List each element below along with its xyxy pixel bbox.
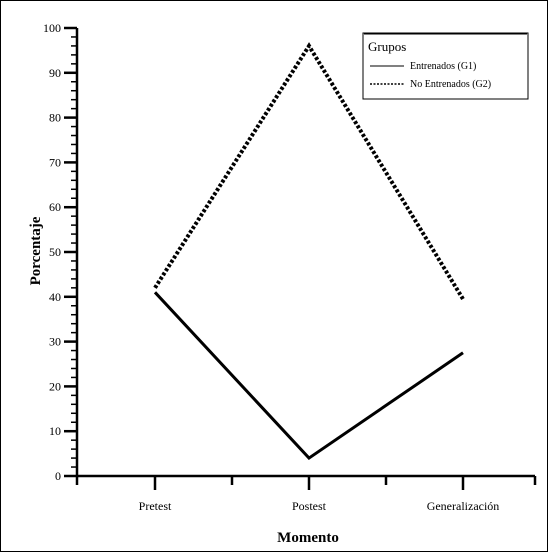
y-tick-label: 10 bbox=[49, 424, 61, 438]
y-tick-label: 80 bbox=[49, 111, 61, 125]
legend-label: No Entrenados (G2) bbox=[410, 79, 491, 90]
y-tick-label: 90 bbox=[49, 66, 61, 80]
y-tick-label: 50 bbox=[49, 245, 61, 259]
y-tick-label: 70 bbox=[49, 155, 61, 169]
x-tick-label: Pretest bbox=[139, 499, 172, 513]
series-line-2 bbox=[153, 42, 465, 301]
y-tick-label: 20 bbox=[49, 379, 61, 393]
y-tick-label: 40 bbox=[49, 290, 61, 304]
y-tick-label: 100 bbox=[43, 21, 61, 35]
legend: Grupos Entrenados (G1) No Entrenados (G2) bbox=[362, 32, 529, 100]
x-axis-title: Momento bbox=[277, 530, 339, 546]
y-tick-label: 0 bbox=[55, 469, 61, 483]
y-tick-label: 30 bbox=[49, 335, 61, 349]
x-tick-label: Postest bbox=[292, 499, 327, 513]
series-line-1 bbox=[153, 291, 464, 461]
legend-title: Grupos bbox=[368, 39, 406, 54]
y-tick-label: 60 bbox=[49, 200, 61, 214]
x-tick-label: Generalización bbox=[427, 499, 500, 513]
legend-label: Entrenados (G1) bbox=[410, 61, 476, 72]
series-layer bbox=[153, 42, 465, 461]
y-axis-title: Porcentaje bbox=[28, 216, 44, 285]
axes: 0 10 20 30 40 50 60 70 80 90 100 Pretest Postest Gene… bbox=[43, 21, 537, 513]
